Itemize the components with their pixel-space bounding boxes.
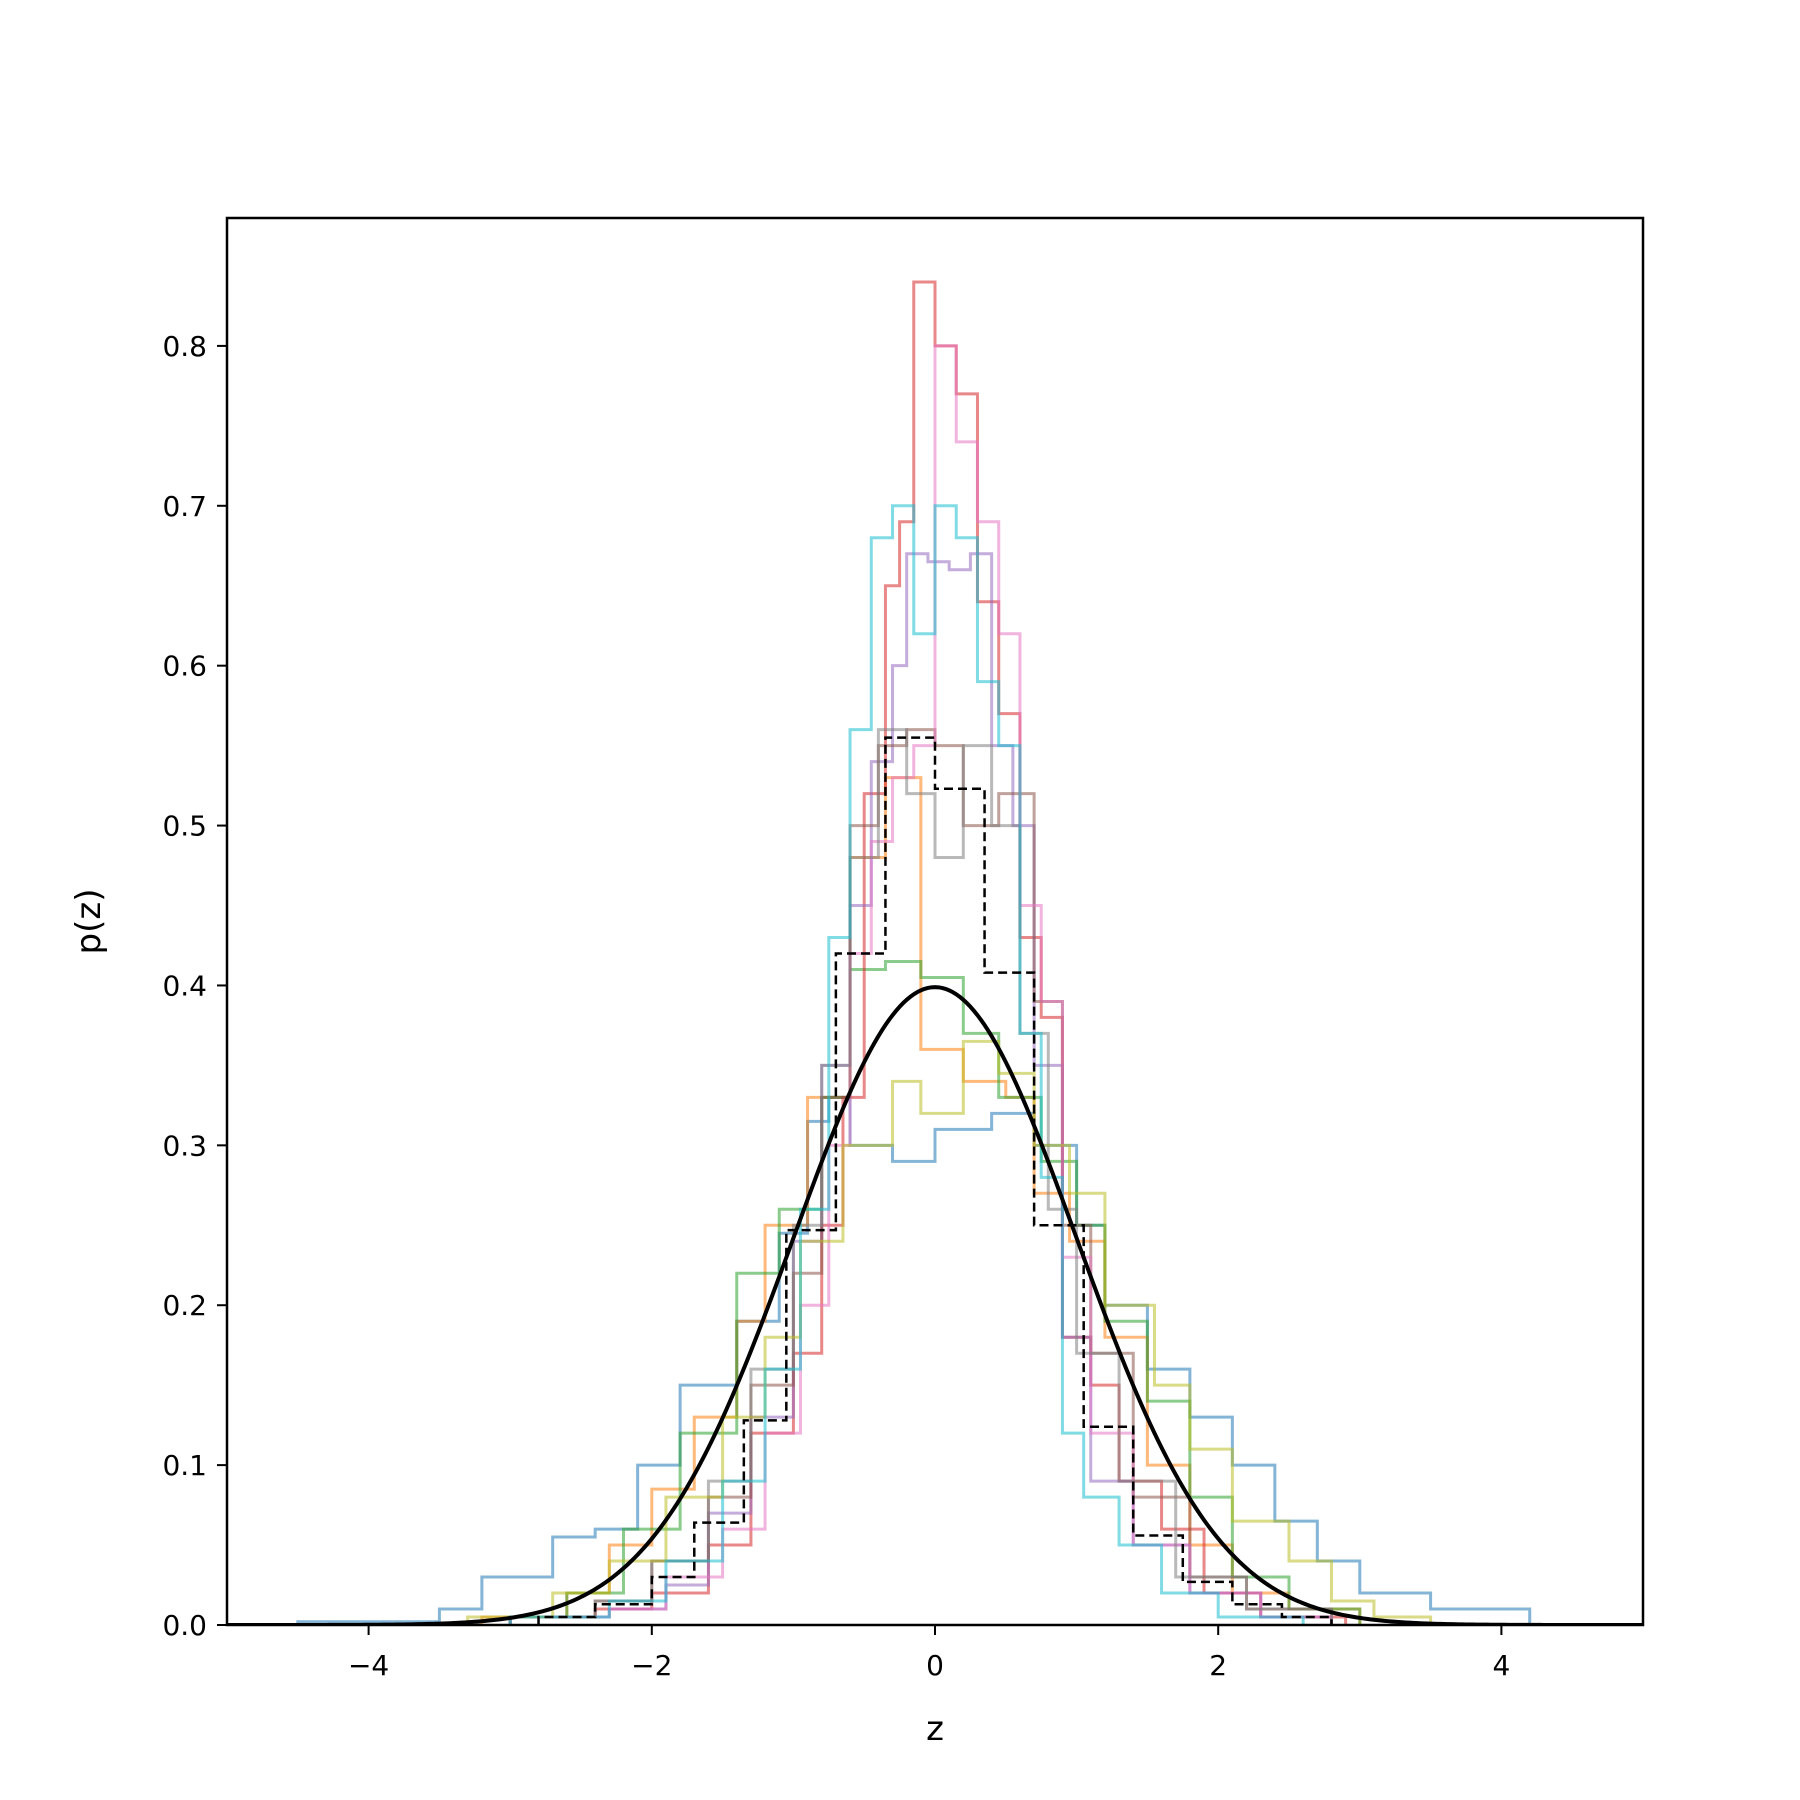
x-tick-label: −4 [348, 1649, 389, 1682]
y-tick-label: 0.7 [162, 490, 207, 523]
histogram-series-9 [466, 1039, 1433, 1625]
plot-area [227, 280, 1643, 1625]
x-tick-label: 0 [926, 1649, 944, 1682]
y-tick-label: 0.2 [162, 1289, 207, 1322]
y-tick-label: 0.3 [162, 1129, 207, 1162]
y-tick-label: 0.4 [162, 969, 207, 1002]
y-tick-label: 0.5 [162, 810, 207, 843]
axis-ticks: −4 −2 0 2 4 0.0 0.1 0.2 0.3 0.4 0.5 0.6 0.7 0.8 [162, 330, 1510, 1682]
mean-histogram-dashed [537, 736, 1333, 1625]
x-tick-label: 4 [1492, 1649, 1510, 1682]
histogram-series-1 [296, 1095, 1532, 1625]
histogram-series-8 [508, 728, 1333, 1625]
y-axis-label: p(z) [69, 889, 109, 955]
x-tick-label: 2 [1209, 1649, 1227, 1682]
normal-pdf-curve [227, 985, 1643, 1625]
x-axis-label: z [926, 1709, 944, 1749]
y-tick-label: 0.6 [162, 650, 207, 683]
histogram-series-5 [508, 552, 1333, 1625]
y-tick-label: 0.1 [162, 1449, 207, 1482]
y-tick-label: 0.8 [162, 330, 207, 363]
x-tick-label: −2 [631, 1649, 672, 1682]
y-tick-label: 0.0 [162, 1609, 207, 1642]
histogram-series-10 [508, 504, 1305, 1625]
